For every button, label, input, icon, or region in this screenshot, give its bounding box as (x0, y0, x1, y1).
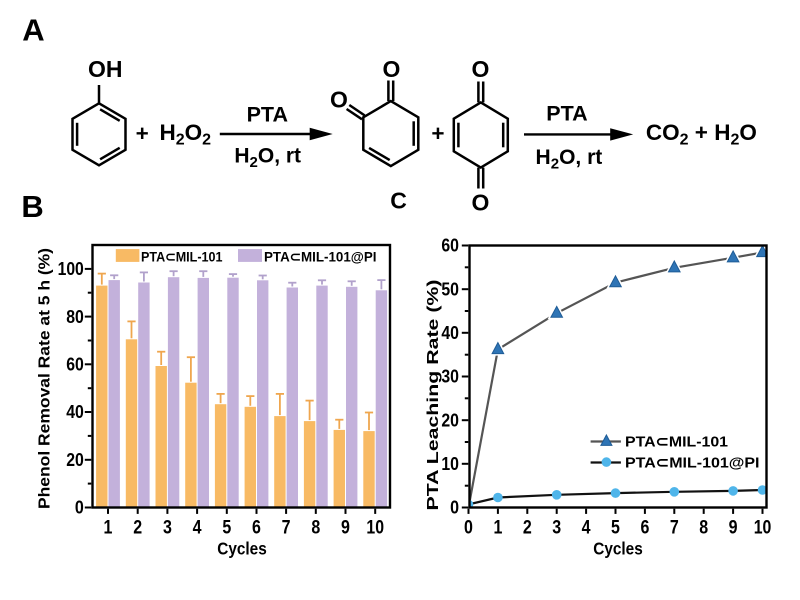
svg-text:H2​O2​: H2​O2​ (160, 120, 212, 149)
svg-text:8: 8 (311, 518, 320, 539)
svg-text:30: 30 (441, 367, 459, 387)
svg-text:PTA: PTA (247, 102, 288, 126)
svg-text:OH: OH (88, 56, 123, 82)
svg-text:H2​O, rt: H2​O, rt (536, 146, 603, 173)
svg-text:6: 6 (640, 518, 649, 539)
svg-text:40: 40 (66, 402, 84, 422)
svg-text:20: 20 (66, 450, 84, 470)
svg-text:2: 2 (133, 518, 142, 539)
svg-text:3: 3 (552, 518, 561, 539)
svg-text:PTA Leaching Rate (%): PTA Leaching Rate (%) (425, 280, 442, 511)
svg-text:9: 9 (341, 518, 350, 539)
svg-text:6: 6 (252, 518, 261, 539)
svg-text:PTA⊂MIL-101@PI: PTA⊂MIL-101@PI (264, 248, 377, 264)
svg-text:O: O (472, 190, 490, 216)
svg-text:+: + (431, 121, 444, 146)
svg-text:0: 0 (75, 498, 84, 518)
svg-text:PTA: PTA (546, 101, 587, 125)
svg-text:20: 20 (441, 410, 459, 430)
svg-text:7: 7 (670, 518, 679, 539)
svg-text:5: 5 (611, 518, 620, 539)
svg-text:Cycles: Cycles (593, 539, 643, 559)
svg-text:1: 1 (493, 518, 502, 539)
svg-text:1: 1 (104, 518, 113, 539)
svg-text:10: 10 (366, 518, 384, 539)
svg-text:0: 0 (450, 498, 459, 518)
svg-text:Cycles: Cycles (217, 539, 267, 559)
svg-text:10: 10 (441, 454, 459, 474)
svg-text:8: 8 (699, 518, 708, 539)
svg-text:2: 2 (523, 518, 532, 539)
svg-text:60: 60 (66, 355, 84, 375)
svg-text:Phenol Removal Rate at 5 h (%): Phenol Removal Rate at 5 h (%) (37, 248, 54, 509)
svg-text:0: 0 (464, 518, 473, 539)
svg-text:B: B (21, 189, 43, 224)
svg-text:80: 80 (66, 307, 84, 327)
svg-text:C: C (390, 188, 407, 214)
svg-text:CO2​ + H2​O: CO2​ + H2​O (646, 120, 757, 149)
svg-text:10: 10 (754, 518, 772, 539)
svg-text:50: 50 (441, 279, 459, 299)
svg-text:9: 9 (729, 518, 738, 539)
svg-text:PTA⊂MIL-101: PTA⊂MIL-101 (625, 433, 729, 450)
svg-text:H2​O, rt: H2​O, rt (234, 145, 301, 172)
svg-text:A: A (22, 13, 44, 48)
svg-text:40: 40 (441, 323, 459, 343)
svg-text:5: 5 (222, 518, 231, 539)
svg-text:4: 4 (582, 518, 591, 539)
svg-text:PTA⊂MIL-101: PTA⊂MIL-101 (141, 248, 223, 264)
svg-text:4: 4 (193, 518, 202, 539)
svg-text:3: 3 (163, 518, 172, 539)
svg-text:O: O (472, 56, 490, 82)
svg-text:100: 100 (58, 259, 84, 279)
svg-text:7: 7 (282, 518, 291, 539)
svg-text:O: O (383, 56, 401, 82)
svg-text:O: O (330, 86, 348, 112)
svg-text:60: 60 (441, 236, 459, 256)
svg-text:+: + (136, 121, 149, 146)
svg-text:PTA⊂MIL-101@PI: PTA⊂MIL-101@PI (625, 455, 760, 472)
